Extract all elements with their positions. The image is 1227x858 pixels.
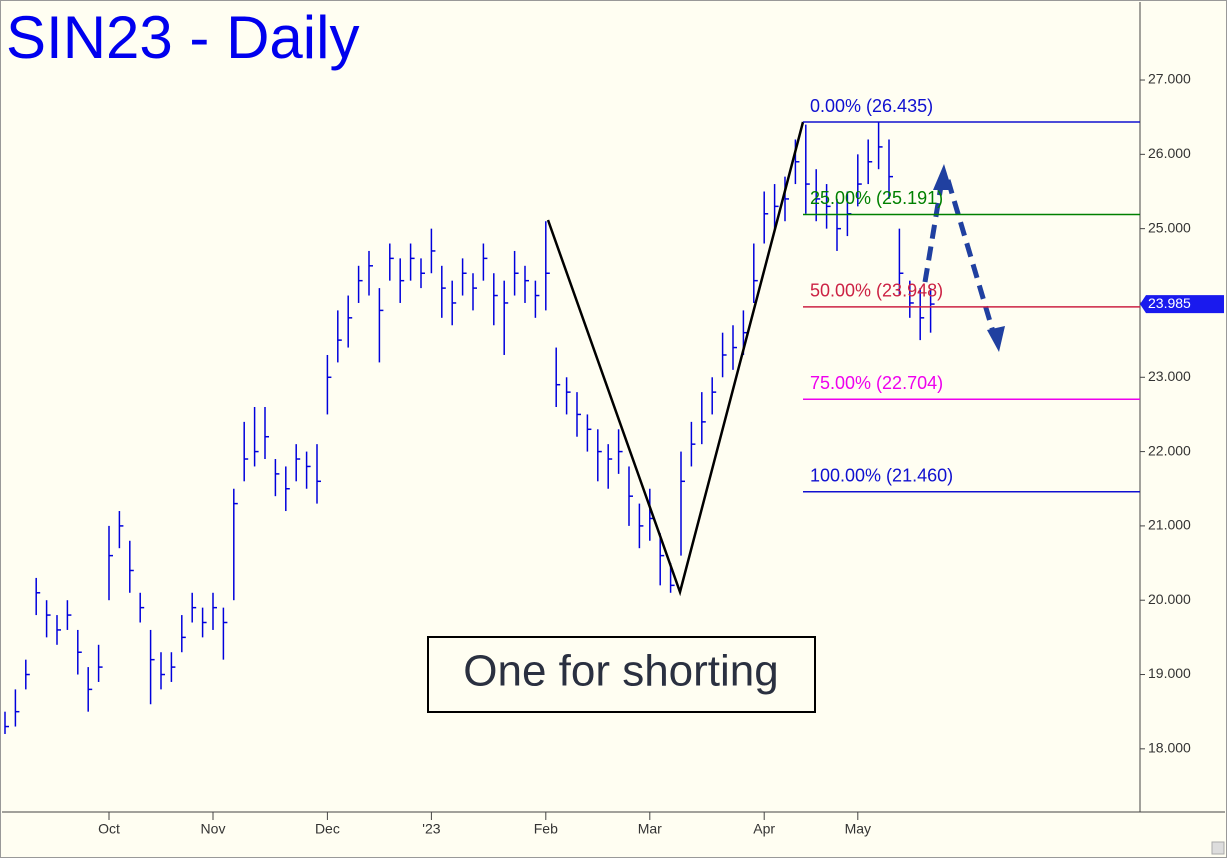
x-tick-label: May	[845, 821, 871, 837]
y-tick-label: 25.000	[1148, 219, 1191, 235]
pattern-line	[546, 121, 805, 597]
corner-box	[1211, 841, 1225, 855]
x-tick-label: Feb	[534, 821, 558, 837]
x-tick-label: '23	[422, 821, 440, 837]
y-tick-label: 27.000	[1148, 71, 1191, 87]
y-tick-label: 22.000	[1148, 442, 1191, 458]
marks	[4, 121, 935, 734]
arrow-head	[987, 326, 1005, 352]
y-tick-label: 23.000	[1148, 368, 1191, 384]
arrow-up	[922, 179, 945, 283]
fib-label: 50.00% (23.948)	[810, 281, 943, 301]
y-tick-label: 19.000	[1148, 665, 1191, 681]
arrow-down	[945, 179, 997, 336]
x-tick-label: Apr	[753, 821, 775, 837]
x-tick-label: Dec	[315, 821, 340, 837]
annotation-box	[427, 636, 816, 713]
fib-label: 0.00% (26.435)	[810, 96, 933, 116]
x-tick-label: Mar	[638, 821, 662, 837]
y-tick-label: 18.000	[1148, 740, 1191, 756]
arrow-head	[933, 164, 952, 190]
y-tick-label: 26.000	[1148, 145, 1191, 161]
fib-label: 75.00% (22.704)	[810, 373, 943, 393]
x-tick-label: Nov	[201, 821, 226, 837]
last-price-marker	[1140, 295, 1224, 314]
last-price-label: 23.985	[1148, 295, 1191, 311]
y-tick-label: 20.000	[1148, 591, 1191, 607]
x-tick-label: Oct	[98, 821, 120, 837]
projection-arrow	[922, 179, 997, 336]
annotation: One for shorting	[463, 647, 779, 696]
chart-title: SIN23 - Daily	[6, 4, 359, 71]
fib-label: 100.00% (21.460)	[810, 465, 953, 485]
y-tick-label: 21.000	[1148, 517, 1191, 533]
fib-label: 25.00% (25.191)	[810, 188, 943, 208]
